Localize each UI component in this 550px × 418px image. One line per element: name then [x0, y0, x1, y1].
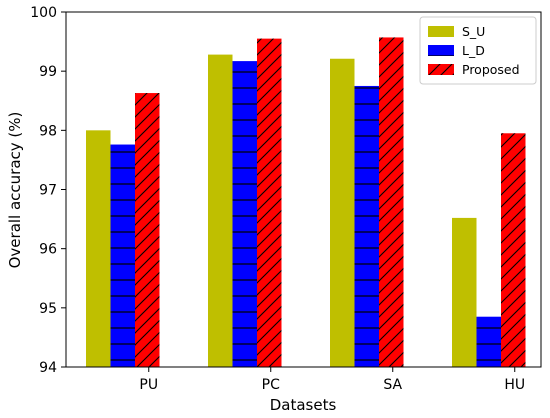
legend-label: L_D	[462, 43, 485, 58]
y-tick-label: 97	[39, 183, 57, 199]
bar-Proposed-PC	[257, 38, 282, 367]
bar-hatch	[379, 37, 404, 368]
bars-group	[86, 37, 526, 368]
bar-Proposed-HU	[501, 133, 526, 367]
legend-swatch-hatch	[428, 45, 454, 56]
bar-L_D-HU	[476, 316, 501, 367]
x-tick-label: HU	[504, 377, 525, 393]
bar-fill	[208, 54, 233, 367]
bar-Proposed-PU	[135, 93, 160, 367]
y-axis-title: Overall accuracy (%)	[6, 112, 24, 269]
bar-fill	[452, 217, 477, 367]
legend-item-Proposed: Proposed	[428, 62, 520, 77]
axes-group: PU PC SA HU 94 95 96 97 98 99 100	[30, 5, 542, 393]
bar-L_D-PU	[110, 144, 135, 367]
bar-hatch	[354, 85, 379, 367]
x-tick-label: SA	[383, 377, 402, 393]
x-axis-title: Datasets	[270, 396, 337, 414]
legend-item-S_U: S_U	[428, 24, 485, 39]
bar-hatch	[232, 61, 257, 367]
y-tick-label: 95	[39, 301, 57, 317]
bar-fill	[330, 58, 355, 367]
x-tick-label: PC	[262, 377, 280, 393]
x-tick-label: PU	[139, 377, 158, 393]
legend-label: Proposed	[462, 62, 520, 77]
bar-Proposed-SA	[379, 37, 404, 368]
bar-S_U-HU	[452, 217, 477, 367]
bar-S_U-PC	[208, 54, 233, 367]
bar-hatch	[110, 144, 135, 367]
legend: S_U L_D Proposed	[419, 16, 537, 85]
bar-hatch	[135, 93, 160, 367]
bar-hatch	[501, 133, 526, 367]
bar-hatch	[476, 316, 501, 367]
bar-hatch	[257, 38, 282, 367]
y-tick-label: 94	[39, 360, 57, 376]
y-tick-label: 99	[39, 64, 57, 80]
y-tick-label: 100	[30, 5, 57, 21]
bar-S_U-PU	[86, 130, 111, 367]
bar-L_D-PC	[232, 61, 257, 367]
bar-S_U-SA	[330, 58, 355, 367]
y-tick-label: 96	[39, 242, 57, 258]
legend-item-L_D: L_D	[428, 43, 485, 58]
bar-L_D-SA	[354, 85, 379, 367]
legend-label: S_U	[462, 24, 485, 39]
bar-fill	[86, 130, 111, 367]
y-tick-label: 98	[39, 123, 57, 139]
legend-swatch	[428, 26, 454, 37]
plot-frame	[65, 11, 542, 368]
legend-swatch-hatch	[428, 64, 454, 75]
